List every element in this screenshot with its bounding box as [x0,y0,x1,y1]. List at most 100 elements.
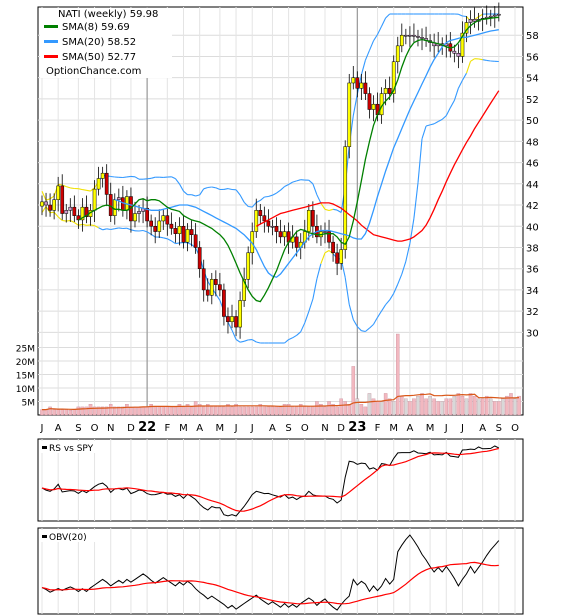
x-tick-label: O [511,423,519,434]
volume-bar [56,409,60,416]
bollinger-upper-segment [377,25,383,35]
volume-bar [262,406,267,416]
candle-body [391,61,396,94]
volume-bar [270,406,275,416]
volume-bar [391,401,396,416]
bollinger-lower-segment [453,88,459,101]
volume-bar [404,398,408,416]
bollinger-lower-segment [66,219,71,222]
candle-body [169,223,174,229]
price-axis-ticks: 58 56 54 52 50 48 46 44 42 40 38 36 34 32 30 [526,31,539,339]
bollinger-lower-segment [227,321,233,331]
candle-body [323,231,327,233]
volume-bar [169,406,174,416]
bollinger-upper-segment [368,40,375,51]
rs-swatch [42,446,47,449]
price-tick-label: 58 [526,31,539,42]
x-axis-ticks: J A S O N D 22 F M A M J J A S O N D 23 F M A M J J A S O [40,420,520,435]
candle-body [185,229,190,243]
bollinger-upper-segment [268,194,273,198]
volume-bar [505,395,509,416]
volume-bar [315,401,319,416]
candle-body [213,279,218,285]
bollinger-lower-segment [320,252,326,264]
volume-axis-ticks: 25M 20M 15M 10M 5M [16,345,35,409]
bollinger-lower-segment [171,240,176,245]
volume-bar [238,406,242,416]
bollinger-lower-segment [361,330,366,333]
bollinger-upper-segment [191,194,196,197]
volume-bar [436,401,440,416]
bollinger-lower-segment [445,107,451,116]
x-tick-label: F [164,423,170,434]
x-tick-label: D [127,423,135,434]
bollinger-lower-segment [401,261,407,275]
bollinger-upper-segment [45,198,51,201]
candle-body [104,172,109,195]
legend-title: NATI (weekly) 59.98 [58,9,158,20]
moving-averages [78,16,500,303]
candle-body [72,206,77,216]
volume-bar [117,406,121,416]
bollinger-upper-segment [195,194,200,197]
x-tick-label: J [40,423,44,434]
bollinger-lower-segment [465,61,472,74]
candle-body [311,210,315,227]
candle-body [201,268,206,291]
price-tick-label: 50 [526,116,539,127]
x-tick-label: 23 [348,420,366,435]
candle-body [246,252,251,280]
x-tick-label: D [337,423,345,434]
bollinger-upper-segment [316,194,322,204]
volume-bar [412,398,416,416]
volume-tick-label: 10M [16,385,35,395]
bollinger-upper-segment [147,177,152,180]
bollinger-lower-segment [344,277,350,305]
volume-bar [335,406,339,416]
bollinger-lower-segment [142,229,148,233]
volume-bar [129,406,133,416]
candle-body [205,289,210,296]
volume-bar [206,404,210,416]
volume-tick-label: 5M [22,399,36,409]
bollinger-upper-segment [280,186,285,191]
candle-body [254,210,259,232]
candle-body [387,88,392,94]
price-tick-label: 42 [526,201,539,212]
bollinger-lower-segment [373,317,378,325]
bollinger-upper-segment [171,176,176,180]
x-tick-label: A [406,423,413,434]
volume-bar [278,406,283,416]
bollinger-upper-segment [110,175,115,178]
candle-body [416,36,420,38]
volume-bar [100,406,105,416]
bollinger-lower-segment [292,334,297,339]
volume-bar [258,404,263,416]
bollinger-upper-segment [243,201,249,207]
volume-bar [416,395,420,416]
bollinger-lower-segment [421,125,427,139]
bollinger-upper-segment [478,13,483,18]
price-tick-label: 34 [526,286,539,297]
bollinger-lower-segment [437,118,443,122]
volume-bar [125,404,129,416]
volume-bar [371,398,376,416]
candle-body [133,213,137,222]
legend-swatch-sma20 [44,40,58,43]
price-tick-label: 46 [526,159,539,170]
volume-bar [52,409,56,416]
candle-body [60,185,65,214]
candle-body [96,178,101,190]
volume-bar [242,406,246,416]
candle-body [456,53,461,57]
x-tick-label: M [389,423,398,434]
bollinger-lower-segment [478,58,483,61]
bollinger-lower-segment [215,293,221,301]
bollinger-upper-segment [251,202,257,208]
bollinger-upper-segment [199,188,205,196]
candle-body [193,234,198,248]
x-tick-label: A [269,423,276,434]
candle-body [149,220,154,227]
x-tick-label: N [107,423,114,434]
candle-body [209,279,214,296]
